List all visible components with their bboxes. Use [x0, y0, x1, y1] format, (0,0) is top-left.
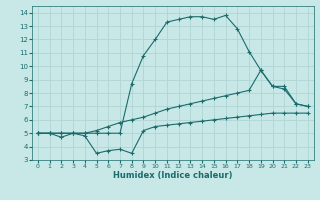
- X-axis label: Humidex (Indice chaleur): Humidex (Indice chaleur): [113, 171, 233, 180]
